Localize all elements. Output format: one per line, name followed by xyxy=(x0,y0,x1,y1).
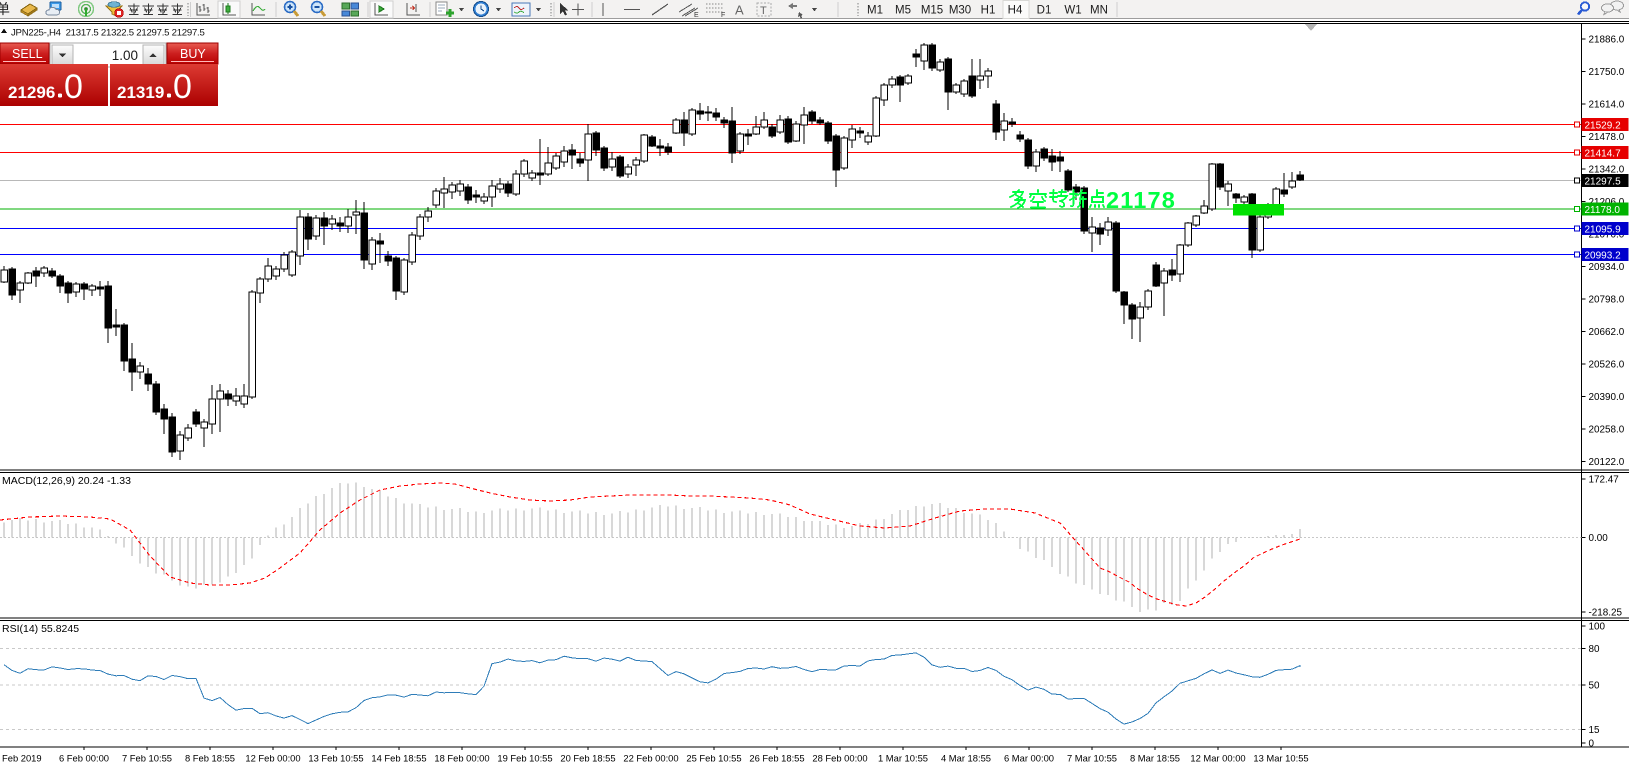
svg-text:21414.7: 21414.7 xyxy=(1585,148,1622,159)
svg-text:21614.0: 21614.0 xyxy=(1589,100,1625,111)
svg-text:W1: W1 xyxy=(1064,5,1081,17)
svg-text:21319: 21319 xyxy=(117,83,164,102)
svg-text:25 Feb 10:55: 25 Feb 10:55 xyxy=(686,753,741,764)
svg-text:100: 100 xyxy=(1589,622,1606,633)
svg-text:20258.0: 20258.0 xyxy=(1589,425,1625,436)
svg-text:Feb 2019: Feb 2019 xyxy=(2,753,42,764)
svg-text:MN: MN xyxy=(1090,5,1108,17)
svg-text:20798.0: 20798.0 xyxy=(1589,295,1625,306)
svg-text:4 Mar 18:55: 4 Mar 18:55 xyxy=(941,753,991,764)
svg-text:26 Feb 18:55: 26 Feb 18:55 xyxy=(749,753,804,764)
svg-text:0: 0 xyxy=(173,68,192,106)
svg-text:21478.0: 21478.0 xyxy=(1589,132,1625,143)
svg-text:28 Feb 00:00: 28 Feb 00:00 xyxy=(812,753,867,764)
svg-text:SELL: SELL xyxy=(12,47,43,61)
svg-text:1 Mar 10:55: 1 Mar 10:55 xyxy=(878,753,928,764)
svg-text:172.47: 172.47 xyxy=(1589,475,1619,486)
svg-text:MACD(12,26,9) 20.24 -1.33: MACD(12,26,9) 20.24 -1.33 xyxy=(2,475,131,487)
svg-text:21296: 21296 xyxy=(8,83,55,102)
svg-text:12 Mar 00:00: 12 Mar 00:00 xyxy=(1190,753,1245,764)
svg-text:M1: M1 xyxy=(867,5,883,17)
svg-text:D1: D1 xyxy=(1037,5,1052,17)
svg-text:0: 0 xyxy=(1589,739,1595,750)
svg-text:13 Feb 10:55: 13 Feb 10:55 xyxy=(308,753,363,764)
svg-text:15: 15 xyxy=(1589,725,1600,736)
svg-text:H1: H1 xyxy=(981,5,996,17)
svg-text:-218.25: -218.25 xyxy=(1589,608,1623,619)
svg-text:21178.0: 21178.0 xyxy=(1585,205,1621,216)
svg-text:20526.0: 20526.0 xyxy=(1589,360,1625,371)
svg-text:H4: H4 xyxy=(1008,5,1023,17)
svg-text:20390.0: 20390.0 xyxy=(1589,392,1625,403)
svg-text:21178: 21178 xyxy=(1106,187,1176,213)
svg-text:F: F xyxy=(721,12,725,19)
svg-text:1.00: 1.00 xyxy=(112,48,138,63)
svg-text:JPN225-,H4 21317.5 21322.5 21: JPN225-,H4 21317.5 21322.5 21297.5 21297… xyxy=(11,28,205,39)
svg-text:0.00: 0.00 xyxy=(1589,533,1609,544)
svg-text:50: 50 xyxy=(1589,681,1600,692)
svg-text:6 Feb 00:00: 6 Feb 00:00 xyxy=(59,753,109,764)
svg-text:20122.0: 20122.0 xyxy=(1589,457,1625,468)
svg-text:21529.2: 21529.2 xyxy=(1585,120,1622,131)
svg-text:22 Feb 00:00: 22 Feb 00:00 xyxy=(623,753,678,764)
svg-text:0: 0 xyxy=(64,68,83,106)
svg-text:20934.0: 20934.0 xyxy=(1589,262,1625,273)
svg-text:7 Mar 10:55: 7 Mar 10:55 xyxy=(1067,753,1117,764)
svg-text:21886.0: 21886.0 xyxy=(1589,35,1625,46)
svg-text:A: A xyxy=(735,3,744,18)
svg-text:6 Mar 00:00: 6 Mar 00:00 xyxy=(1004,753,1054,764)
svg-text:T: T xyxy=(760,5,767,17)
svg-text:单: 单 xyxy=(0,1,10,17)
svg-text:12 Feb 00:00: 12 Feb 00:00 xyxy=(245,753,300,764)
svg-text:20 Feb 18:55: 20 Feb 18:55 xyxy=(560,753,615,764)
svg-text:E: E xyxy=(694,12,699,19)
svg-text:RSI(14) 55.8245: RSI(14) 55.8245 xyxy=(2,623,79,635)
svg-text:20993.2: 20993.2 xyxy=(1585,250,1622,261)
svg-text:20662.0: 20662.0 xyxy=(1589,327,1625,338)
svg-text:7 Feb 10:55: 7 Feb 10:55 xyxy=(122,753,172,764)
svg-text:M15: M15 xyxy=(921,5,943,17)
svg-text:13 Mar 10:55: 13 Mar 10:55 xyxy=(1253,753,1308,764)
svg-text:21342.0: 21342.0 xyxy=(1589,165,1625,176)
svg-text:19 Feb 10:55: 19 Feb 10:55 xyxy=(497,753,552,764)
svg-text:21297.5: 21297.5 xyxy=(1585,176,1622,187)
svg-text:18 Feb 00:00: 18 Feb 00:00 xyxy=(434,753,489,764)
svg-text:21750.0: 21750.0 xyxy=(1589,67,1625,78)
svg-text:8 Feb 18:55: 8 Feb 18:55 xyxy=(185,753,235,764)
svg-text:8 Mar 18:55: 8 Mar 18:55 xyxy=(1130,753,1180,764)
svg-text:80: 80 xyxy=(1589,644,1600,655)
svg-text:M30: M30 xyxy=(949,5,971,17)
svg-text:BUY: BUY xyxy=(180,47,206,61)
svg-text:21095.9: 21095.9 xyxy=(1585,224,1622,235)
svg-text:M5: M5 xyxy=(895,5,911,17)
svg-text:14 Feb 18:55: 14 Feb 18:55 xyxy=(371,753,426,764)
